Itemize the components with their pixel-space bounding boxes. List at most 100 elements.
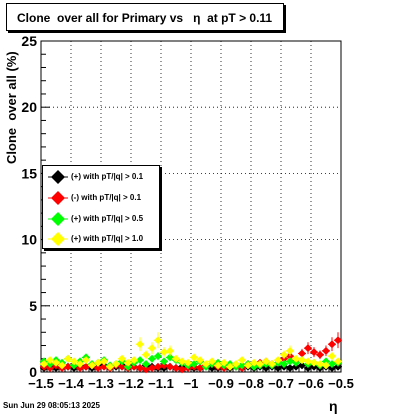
x-tick-label: −0.6 — [298, 376, 324, 391]
series-4-point — [94, 358, 102, 367]
series-4-point — [112, 360, 120, 369]
x-tick-label: −0.8 — [238, 376, 264, 391]
legend-item-series-1: (+) with pT/|q| > 0.1 — [43, 167, 159, 187]
series-4-point — [82, 356, 90, 365]
series-2-point — [148, 364, 156, 373]
series-4-point — [196, 356, 204, 365]
series-4-point — [298, 356, 306, 365]
series-2-point — [166, 362, 174, 371]
series-2-point — [334, 336, 342, 345]
legend-label: (+) with pT/|q| > 0.1 — [71, 172, 144, 181]
chart-title-box: Clone over all for Primary vs η at pT > … — [6, 3, 284, 31]
series-4-point — [328, 352, 336, 361]
series-4-point — [52, 358, 60, 367]
series-2-point — [304, 344, 312, 353]
series-4-point — [160, 348, 168, 357]
series-3-point — [154, 352, 162, 361]
series-4-point — [142, 350, 150, 359]
series-3-point — [142, 360, 150, 369]
series-2-point — [64, 362, 72, 371]
series-2-point — [100, 362, 108, 371]
series-2-point — [136, 364, 144, 373]
series-4-point — [100, 357, 108, 366]
series-2-point — [94, 364, 102, 373]
series-2-point — [172, 364, 180, 373]
series-4-point — [274, 356, 282, 365]
series-4-point — [244, 361, 252, 370]
series-1-point — [286, 364, 294, 373]
legend-item-series-3: (+) with pT/|q| > 0.5 — [43, 209, 159, 229]
series-4-point — [286, 346, 294, 355]
x-tick-label: −0.5 — [328, 376, 354, 391]
series-3-point — [190, 360, 198, 369]
series-4-point — [322, 361, 330, 370]
legend-label: (+) with pT/|q| > 0.5 — [71, 214, 144, 223]
legend: (+) with pT/|q| > 0.1 (-) with pT/|q| > … — [42, 165, 160, 249]
series-3-point — [328, 360, 336, 369]
legend-item-series-2: (-) with pT/|q| > 0.1 — [43, 188, 159, 208]
series-4-point — [334, 357, 342, 366]
series-4-point — [232, 360, 240, 369]
y-tick-label: 0 — [29, 364, 37, 380]
x-tick-label: −1.4 — [58, 376, 84, 391]
series-4-point — [154, 336, 162, 345]
timestamp: Sun Jun 29 08:05:13 2025 — [3, 401, 100, 410]
legend-label: (-) with pT/|q| > 0.1 — [71, 193, 142, 202]
series-4-point — [136, 340, 144, 349]
series-4-point — [316, 360, 324, 369]
series-3-point — [280, 360, 288, 369]
series-2-point — [322, 346, 330, 355]
series-4-point — [226, 362, 234, 371]
series-4-point — [262, 357, 270, 366]
x-tick-label: −1.1 — [148, 376, 174, 391]
series-4-point — [70, 357, 78, 366]
x-tick-label: −1 — [184, 376, 199, 391]
chart-title: Clone over all for Primary vs η at pT > … — [17, 11, 273, 25]
series-4-point — [124, 358, 132, 367]
series-4-point — [268, 360, 276, 369]
series-4-point — [58, 361, 66, 370]
series-4-point — [130, 356, 138, 365]
series-3-point — [238, 361, 246, 370]
series-4-point — [292, 354, 300, 363]
series-4-point — [172, 354, 180, 363]
series-2-point — [298, 349, 306, 358]
series-2-point — [154, 362, 162, 371]
series-4-point — [40, 360, 48, 369]
series-4-point — [202, 360, 210, 369]
diamond-marker-icon — [48, 191, 68, 205]
series-4-point — [106, 362, 114, 371]
series-2-point — [316, 350, 324, 359]
y-tick-label: 25 — [21, 33, 37, 49]
x-tick-label: −1.5 — [28, 376, 54, 391]
series-4-point — [304, 357, 312, 366]
y-tick-label: 15 — [21, 165, 37, 181]
series-4-point — [208, 357, 216, 366]
series-4-point — [310, 358, 318, 367]
series-3-point — [166, 353, 174, 362]
series-3-point — [136, 356, 144, 365]
x-tick-label: −1.3 — [88, 376, 114, 391]
diamond-marker-icon — [48, 212, 68, 226]
y-tick-label: 20 — [21, 99, 37, 115]
series-4-point — [280, 350, 288, 359]
series-1-point — [298, 361, 306, 370]
series-2-point — [310, 348, 318, 357]
series-2-point — [328, 340, 336, 349]
series-4-point — [220, 358, 228, 367]
series-4-point — [214, 361, 222, 370]
series-4-point — [118, 354, 126, 363]
legend-label: (+) with pT/|q| > 1.0 — [71, 234, 144, 243]
series-4-point — [256, 360, 264, 369]
series-4-point — [148, 344, 156, 353]
series-3-point — [160, 357, 168, 366]
legend-item-series-4: (+) with pT/|q| > 1.0 — [43, 229, 159, 249]
series-2-point — [142, 365, 150, 374]
diamond-marker-icon — [48, 170, 68, 184]
series-3-point — [286, 357, 294, 366]
series-4-point — [184, 358, 192, 367]
x-tick-label: −0.7 — [268, 376, 294, 391]
series-4-point — [46, 356, 54, 365]
series-4-point — [178, 357, 186, 366]
